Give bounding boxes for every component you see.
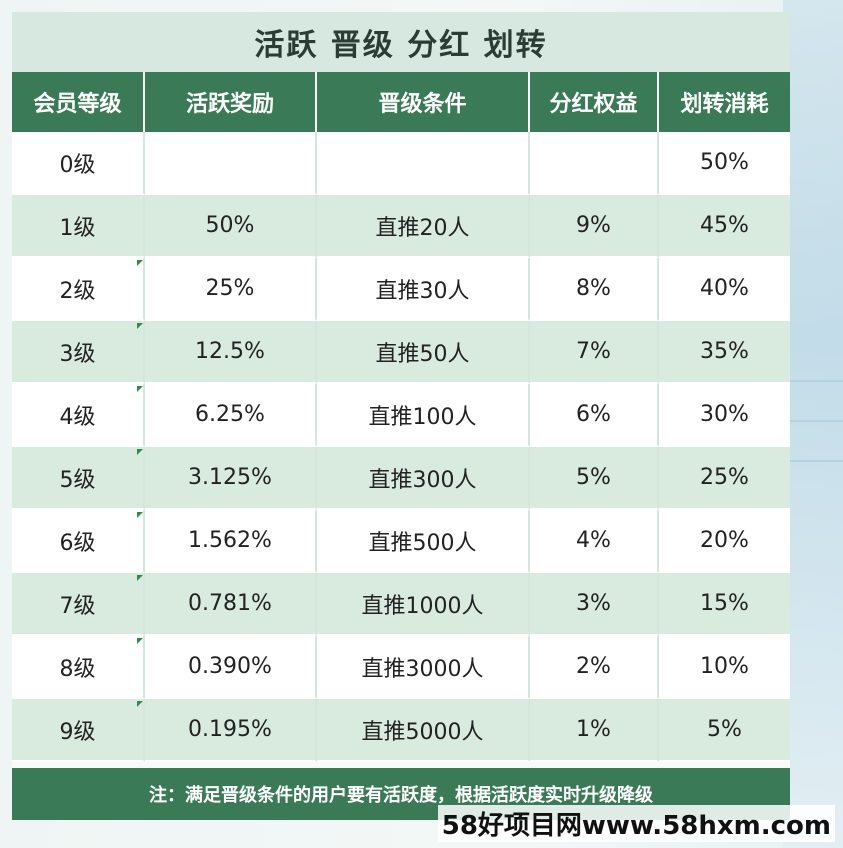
cell-condition bbox=[317, 132, 530, 195]
cell-dividend: 7% bbox=[530, 321, 659, 384]
cell-reward: 0.195% bbox=[145, 699, 317, 762]
cell-comment-marker bbox=[137, 386, 143, 392]
cell-transfer: 15% bbox=[659, 573, 790, 636]
cell-condition: 直推3000人 bbox=[317, 636, 530, 699]
table-row: 2级 25% 直推30人 8% 40% bbox=[12, 258, 790, 321]
background-decoration bbox=[783, 0, 843, 848]
cell-dividend: 3% bbox=[530, 573, 659, 636]
cell-dividend: 5% bbox=[530, 447, 659, 510]
table-row: 7级 0.781% 直推1000人 3% 15% bbox=[12, 573, 790, 636]
cell-reward: 0.390% bbox=[145, 636, 317, 699]
cell-dividend: 6% bbox=[530, 384, 659, 447]
table-row: 8级 0.390% 直推3000人 2% 10% bbox=[12, 636, 790, 699]
cell-dividend: 4% bbox=[530, 510, 659, 573]
watermark: 58好项目网www.58hxm.com bbox=[437, 805, 835, 842]
table-row: 4级 6.25% 直推100人 6% 30% bbox=[12, 384, 790, 447]
cell-reward: 25% bbox=[145, 258, 317, 321]
cell-level: 1级 bbox=[12, 195, 145, 258]
cell-level: 0级 bbox=[12, 132, 145, 195]
cell-comment-marker bbox=[137, 449, 143, 455]
decoration-line bbox=[773, 460, 843, 462]
header-transfer: 划转消耗 bbox=[659, 72, 790, 132]
header-reward: 活跃奖励 bbox=[145, 72, 317, 132]
cell-dividend: 2% bbox=[530, 636, 659, 699]
cell-condition: 直推500人 bbox=[317, 510, 530, 573]
cell-transfer: 20% bbox=[659, 510, 790, 573]
cell-level: 8级 bbox=[12, 636, 145, 699]
cell-comment-marker bbox=[137, 701, 143, 707]
membership-table: 会员等级 活跃奖励 晋级条件 分红权益 划转消耗 0级 50% 1级 50% 直推20人… bbox=[12, 72, 790, 762]
cell-level: 5级 bbox=[12, 447, 145, 510]
cell-reward: 3.125% bbox=[145, 447, 317, 510]
decoration-line bbox=[773, 380, 843, 382]
cell-transfer: 5% bbox=[659, 699, 790, 762]
cell-transfer: 30% bbox=[659, 384, 790, 447]
cell-dividend bbox=[530, 132, 659, 195]
membership-table-card: 活跃 晋级 分红 划转 会员等级 活跃奖励 晋级条件 分红权益 划转消耗 0级 5… bbox=[12, 12, 790, 820]
cell-dividend: 9% bbox=[530, 195, 659, 258]
cell-level: 6级 bbox=[12, 510, 145, 573]
cell-level: 7级 bbox=[12, 573, 145, 636]
cell-comment-marker bbox=[137, 575, 143, 581]
cell-condition: 直推50人 bbox=[317, 321, 530, 384]
cell-condition: 直推100人 bbox=[317, 384, 530, 447]
header-dividend: 分红权益 bbox=[530, 72, 659, 132]
table-row: 9级 0.195% 直推5000人 1% 5% bbox=[12, 699, 790, 762]
table-row: 6级 1.562% 直推500人 4% 20% bbox=[12, 510, 790, 573]
cell-reward bbox=[145, 132, 317, 195]
cell-comment-marker bbox=[137, 323, 143, 329]
table-title: 活跃 晋级 分红 划转 bbox=[12, 12, 790, 72]
cell-reward: 1.562% bbox=[145, 510, 317, 573]
table-row: 5级 3.125% 直推300人 5% 25% bbox=[12, 447, 790, 510]
cell-transfer: 10% bbox=[659, 636, 790, 699]
cell-comment-marker bbox=[137, 260, 143, 266]
cell-comment-marker bbox=[137, 512, 143, 518]
cell-level: 9级 bbox=[12, 699, 145, 762]
cell-reward: 6.25% bbox=[145, 384, 317, 447]
table-row: 0级 50% bbox=[12, 132, 790, 195]
cell-comment-marker bbox=[137, 638, 143, 644]
cell-condition: 直推5000人 bbox=[317, 699, 530, 762]
cell-reward: 0.781% bbox=[145, 573, 317, 636]
cell-transfer: 45% bbox=[659, 195, 790, 258]
table-row: 3级 12.5% 直推50人 7% 35% bbox=[12, 321, 790, 384]
cell-condition: 直推1000人 bbox=[317, 573, 530, 636]
cell-transfer: 50% bbox=[659, 132, 790, 195]
cell-condition: 直推30人 bbox=[317, 258, 530, 321]
cell-transfer: 35% bbox=[659, 321, 790, 384]
cell-reward: 12.5% bbox=[145, 321, 317, 384]
table-row: 1级 50% 直推20人 9% 45% bbox=[12, 195, 790, 258]
cell-level: 2级 bbox=[12, 258, 145, 321]
cell-dividend: 1% bbox=[530, 699, 659, 762]
cell-condition: 直推20人 bbox=[317, 195, 530, 258]
table-header-row: 会员等级 活跃奖励 晋级条件 分红权益 划转消耗 bbox=[12, 72, 790, 132]
cell-level: 3级 bbox=[12, 321, 145, 384]
cell-transfer: 25% bbox=[659, 447, 790, 510]
cell-reward: 50% bbox=[145, 195, 317, 258]
cell-condition: 直推300人 bbox=[317, 447, 530, 510]
header-level: 会员等级 bbox=[12, 72, 145, 132]
cell-dividend: 8% bbox=[530, 258, 659, 321]
cell-transfer: 40% bbox=[659, 258, 790, 321]
header-condition: 晋级条件 bbox=[317, 72, 530, 132]
decoration-line bbox=[773, 420, 843, 422]
cell-level: 4级 bbox=[12, 384, 145, 447]
